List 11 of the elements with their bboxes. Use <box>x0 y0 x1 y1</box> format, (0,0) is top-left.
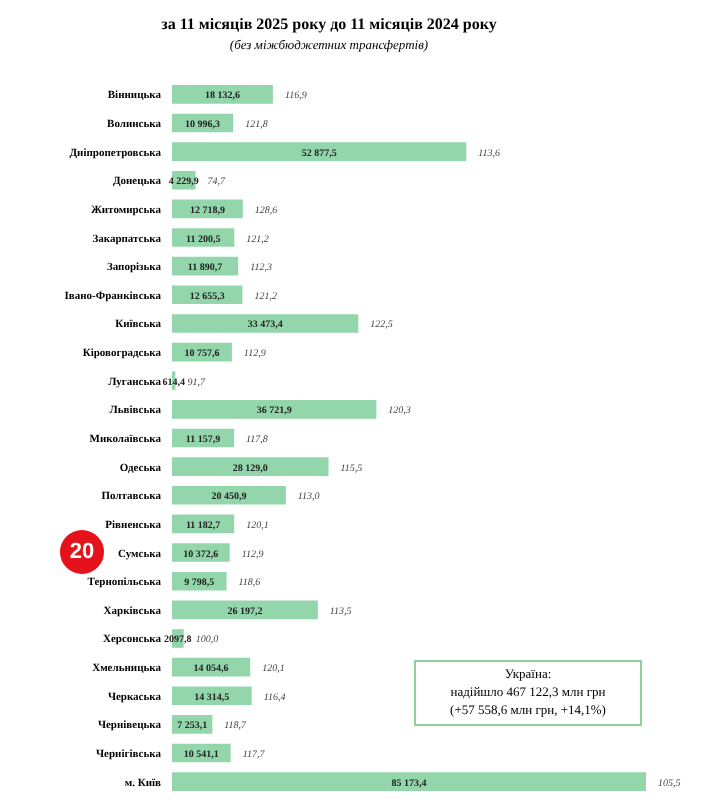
text: 20 <box>60 530 104 574</box>
chart-title: за 11 місяців 2025 року до 11 місяців 2024 року <box>161 15 497 33</box>
bar <box>172 686 252 706</box>
bar <box>172 485 286 505</box>
bar <box>172 457 329 476</box>
bar <box>172 314 359 333</box>
bar <box>172 400 377 419</box>
bar <box>172 600 318 620</box>
bar <box>172 142 467 161</box>
bar <box>172 85 273 104</box>
bar <box>172 772 646 791</box>
